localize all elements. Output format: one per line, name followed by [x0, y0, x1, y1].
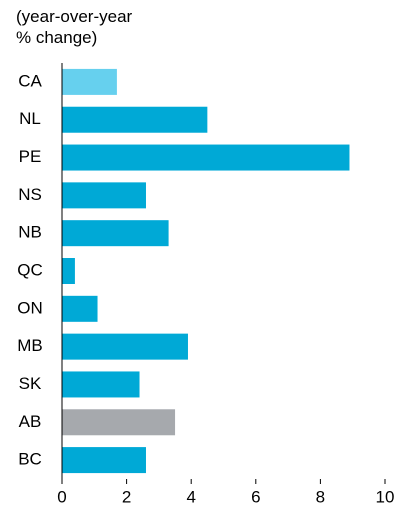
y-tick-label: CA — [18, 71, 42, 90]
bar — [62, 409, 176, 436]
bar — [62, 333, 188, 360]
x-tick-label: 4 — [186, 487, 195, 506]
bar — [62, 68, 117, 95]
y-tick-label: AB — [19, 412, 42, 431]
y-tick-label: PE — [19, 147, 42, 166]
y-tick-label: MB — [17, 336, 43, 355]
bar — [62, 447, 146, 474]
x-tick-label: 6 — [251, 487, 260, 506]
y-tick-label: ON — [17, 298, 43, 317]
bar — [62, 144, 350, 171]
y-tick-label: QC — [17, 260, 43, 279]
bar — [62, 295, 98, 322]
axis-label: (year-over-year % change) — [16, 7, 133, 47]
x-tick-label: 2 — [122, 487, 131, 506]
bar — [62, 106, 208, 133]
y-tick-label: NL — [19, 109, 41, 128]
x-tick-label: 8 — [316, 487, 325, 506]
x-tick-label: 10 — [376, 487, 395, 506]
y-tick-label: NS — [18, 185, 42, 204]
y-tick-label: NB — [18, 223, 42, 242]
y-tick-label: BC — [18, 450, 42, 469]
y-tick-label: SK — [19, 374, 42, 393]
bar — [62, 258, 75, 284]
bar — [62, 220, 169, 247]
x-tick-label: 0 — [57, 487, 66, 506]
bar — [62, 182, 146, 209]
bar — [62, 371, 140, 398]
